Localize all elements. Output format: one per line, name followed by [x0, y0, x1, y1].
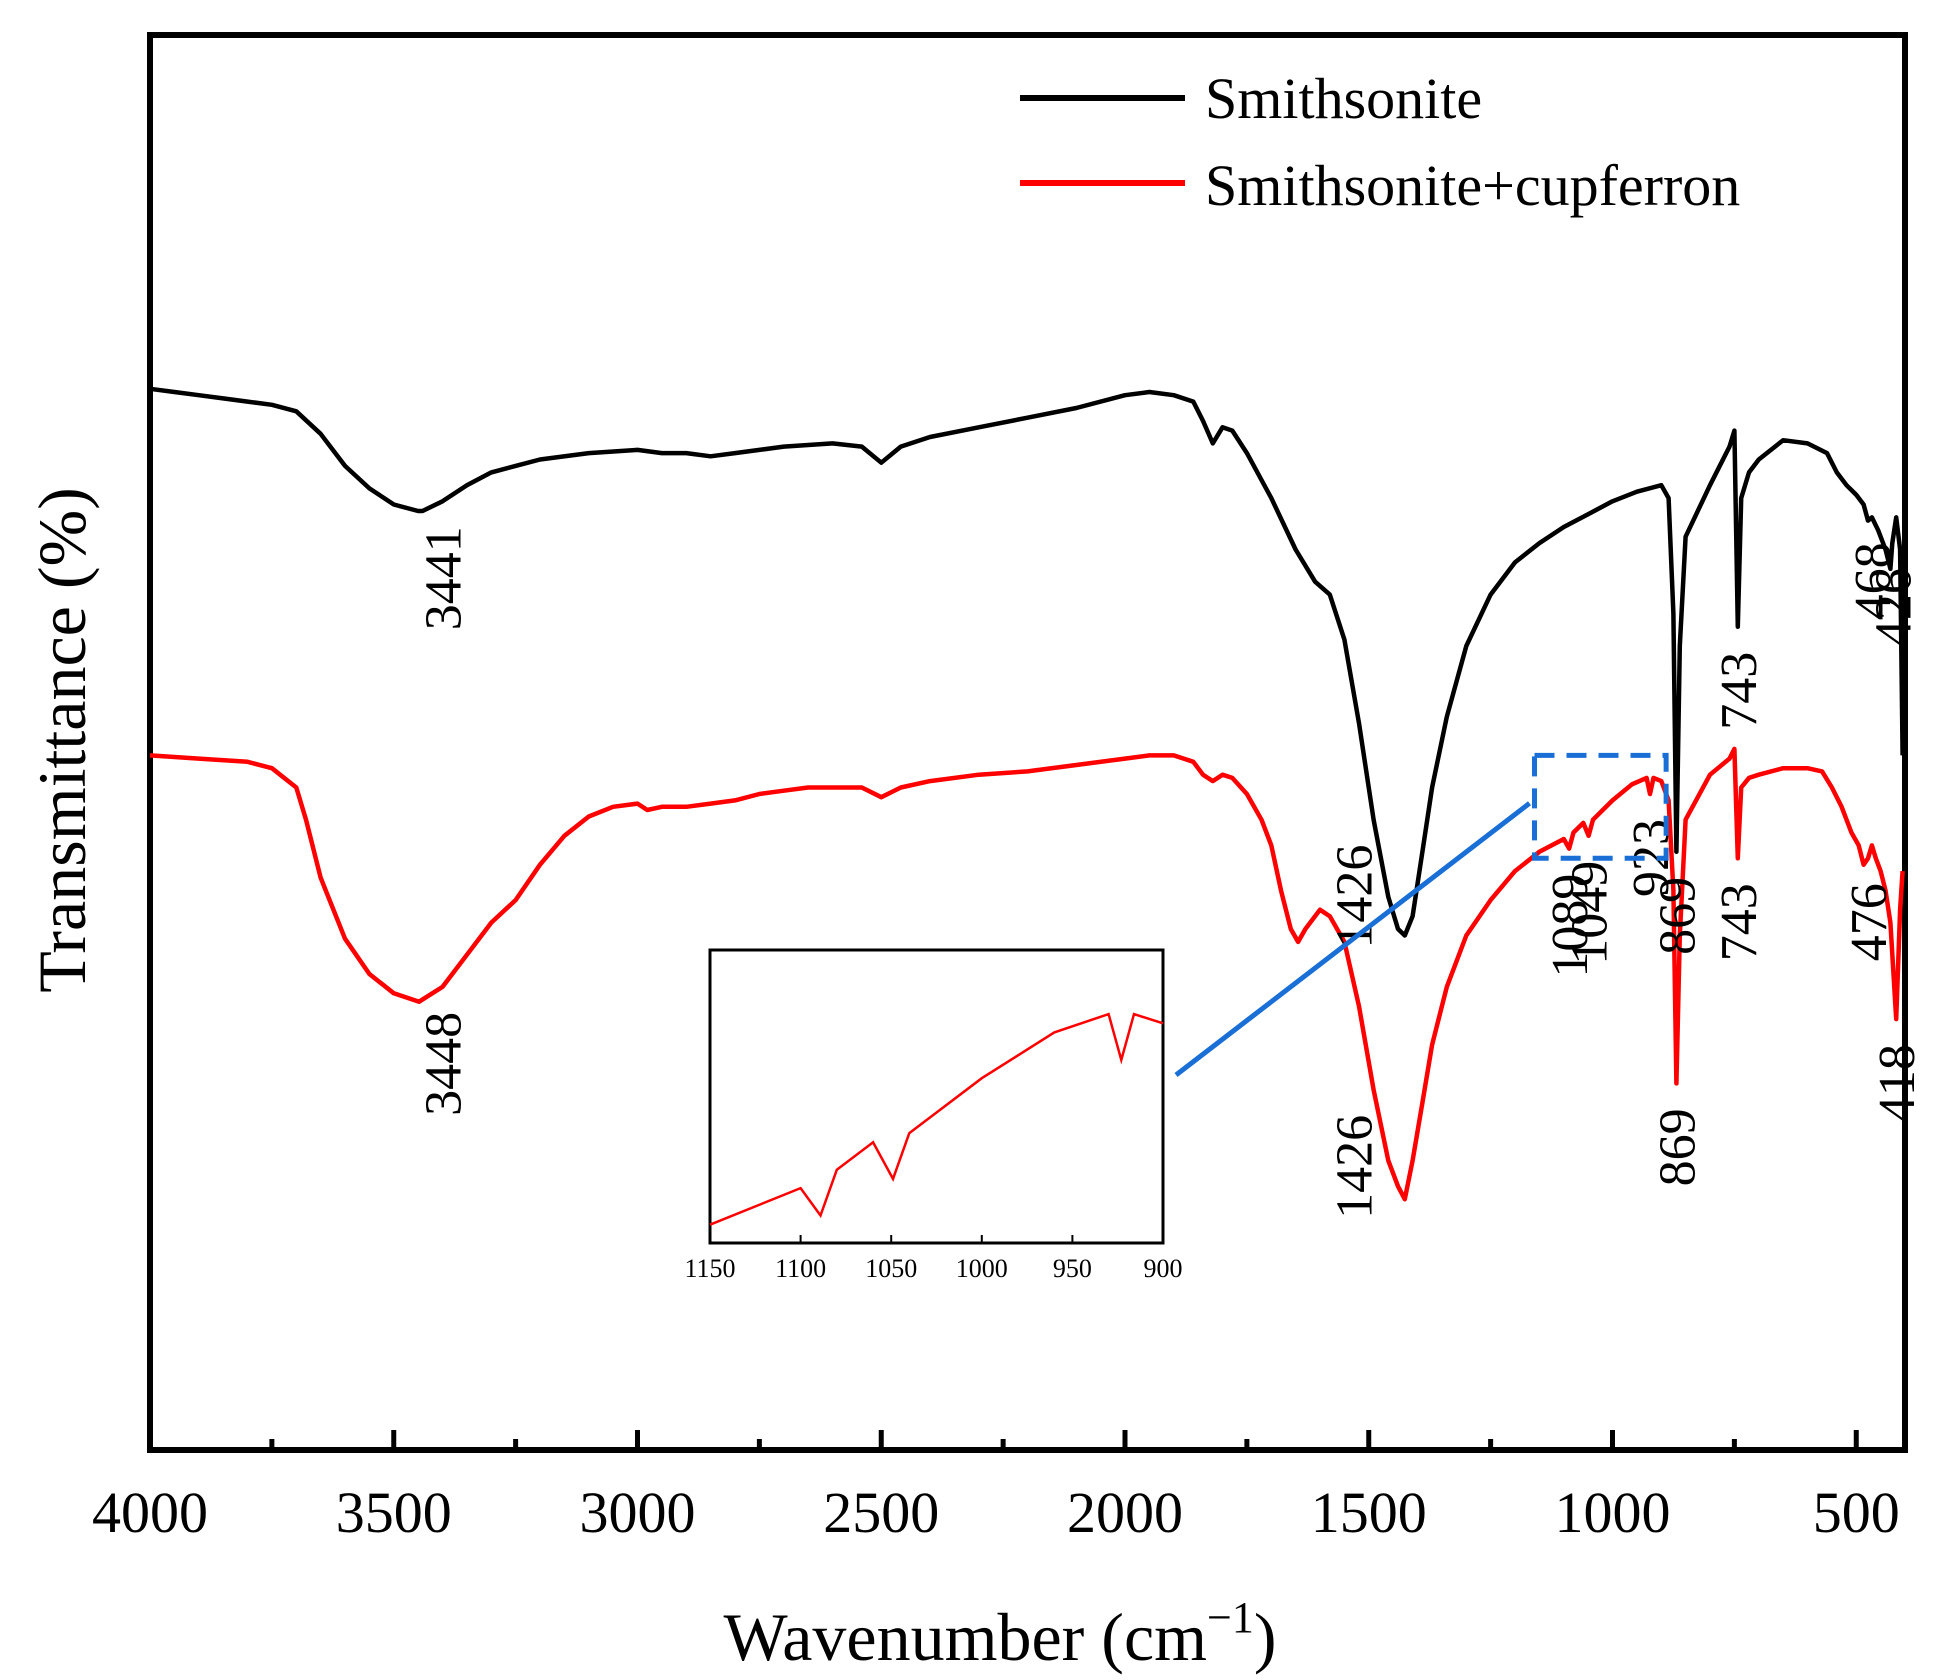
- series-line-smithsonite: [149, 386, 1905, 938]
- x-tick-label: 1000: [1555, 1480, 1671, 1545]
- peak-label-1426: 1426: [1327, 845, 1384, 949]
- peak-label-869: 869: [1649, 877, 1706, 955]
- x-tick-label: 3000: [580, 1480, 696, 1545]
- peak-label-3448: 3448: [416, 1012, 473, 1116]
- inset-x-tick-label: 900: [1144, 1254, 1183, 1283]
- inset-frame: [708, 948, 1165, 1245]
- zoom-indicator: [1174, 752, 1669, 1077]
- x-tick-label: 2000: [1067, 1480, 1183, 1545]
- inset-series-line: [709, 1012, 1164, 1226]
- inset-x-tick-label: 1000: [956, 1254, 1008, 1283]
- inset-chart: 1150 1100 1050 1000 950 900: [684, 948, 1183, 1283]
- x-axis-label: Wavenumber (cm−1): [723, 1593, 1276, 1675]
- peak-label-869: 869: [1649, 1108, 1706, 1186]
- peak-label-1089: 1089: [1542, 874, 1599, 978]
- series-line-cupferron: [149, 746, 1905, 1202]
- x-axis-label-sup: −1: [1207, 1593, 1254, 1642]
- x-tick-label: 2500: [823, 1480, 939, 1545]
- peak-label-743: 743: [1711, 652, 1768, 730]
- peak-label-1049: 1049: [1562, 861, 1619, 965]
- x-axis-label-close: ): [1254, 1599, 1277, 1675]
- x-tick-label: 4000: [92, 1480, 208, 1545]
- peak-label-743: 743: [1711, 883, 1768, 961]
- peak-label-3441: 3441: [416, 526, 473, 630]
- x-tick-label: 500: [1813, 1480, 1900, 1545]
- inset-x-tick-label: 1050: [865, 1254, 917, 1283]
- inset-x-tick-label: 1100: [775, 1254, 826, 1283]
- peak-label-468: 468: [1845, 542, 1902, 620]
- plot-frame: [147, 32, 1908, 1453]
- x-tick-label: 3500: [336, 1480, 452, 1545]
- peak-label-426: 426: [1865, 568, 1922, 646]
- main-axes: 4000 3500 3000 2500 2000 1500 1000 500: [92, 32, 1908, 1545]
- peak-label-1426: 1426: [1327, 1115, 1384, 1219]
- legend-label-smithsonite: Smithsonite: [1205, 66, 1482, 131]
- legend-label-cupferron: Smithsonite+cupferron: [1205, 153, 1740, 218]
- y-axis-label: Transmittance (%): [24, 487, 100, 992]
- x-tick-label: 1500: [1311, 1480, 1427, 1545]
- inset-x-tick-label: 950: [1053, 1254, 1092, 1283]
- series-layer: [149, 386, 1905, 1202]
- inset-x-tick-label: 1150: [684, 1254, 735, 1283]
- zoom-box: [1532, 752, 1669, 861]
- legend: Smithsonite Smithsonite+cupferron: [1020, 66, 1740, 218]
- zoom-connector: [1174, 801, 1532, 1077]
- peak-label-476: 476: [1841, 883, 1898, 961]
- peak-label-418: 418: [1869, 1044, 1926, 1122]
